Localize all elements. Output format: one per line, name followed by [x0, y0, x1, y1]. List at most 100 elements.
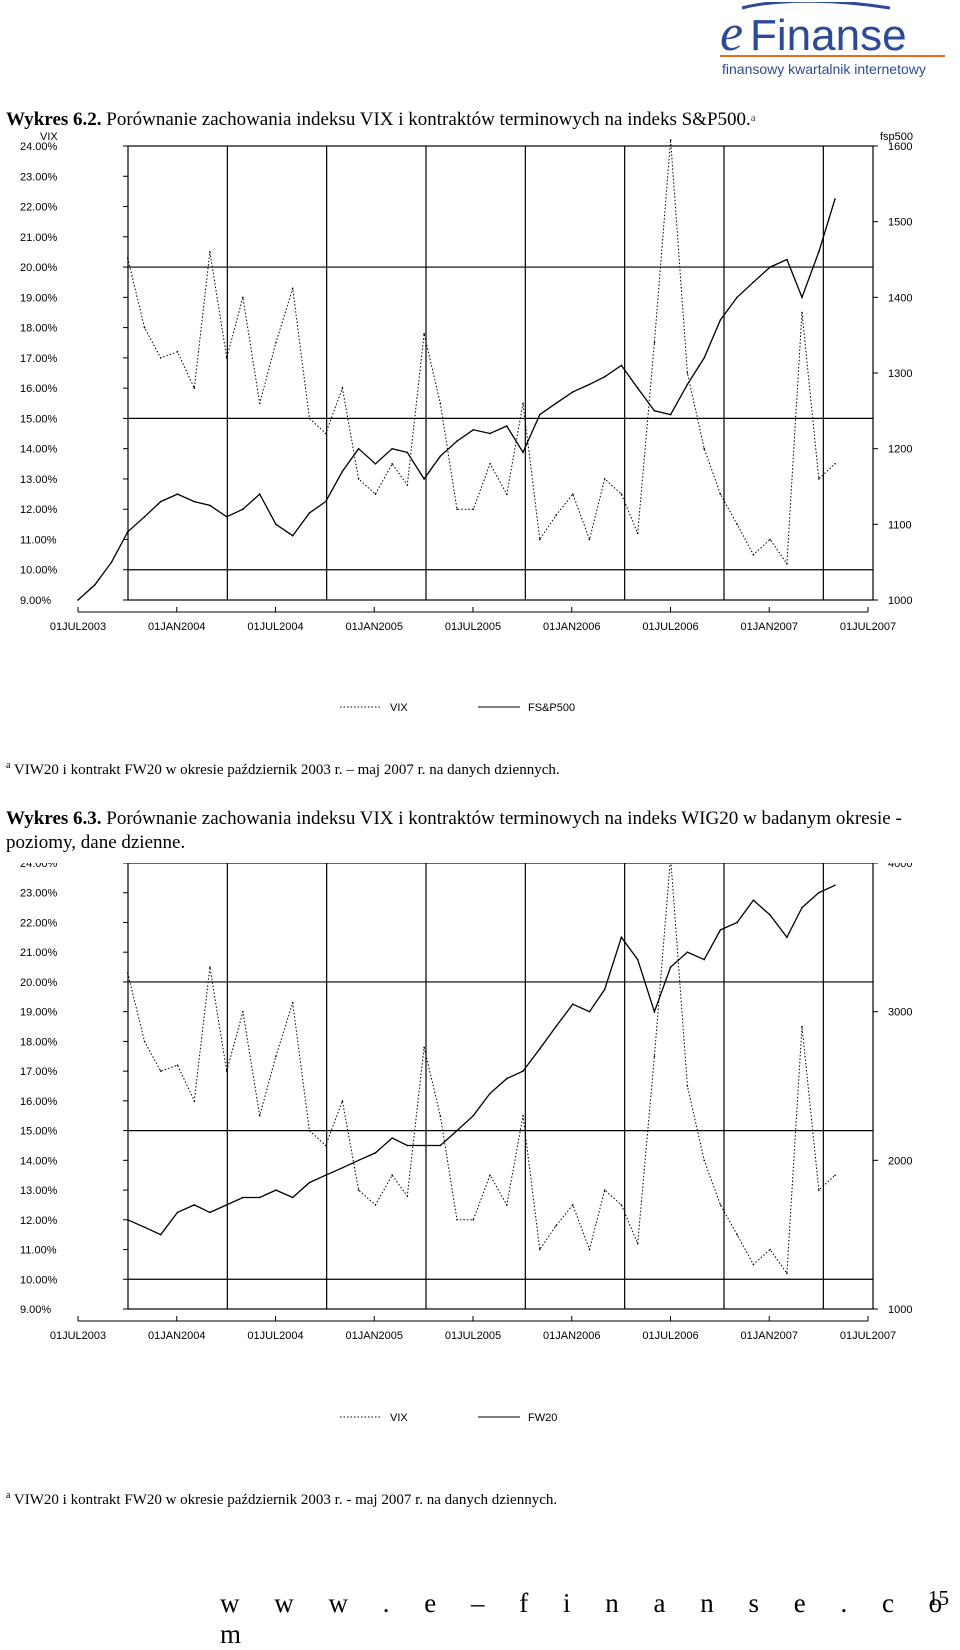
- data-point-vix: [636, 1242, 639, 1245]
- data-point-fsp500: [77, 599, 79, 601]
- data-point-vix: [818, 1189, 820, 1191]
- data-point-fsp500: [406, 451, 409, 454]
- data-point-fw20: [636, 958, 639, 961]
- data-point-vix: [357, 1189, 360, 1191]
- figure1-note-sup: a: [6, 760, 11, 771]
- data-point-fsp500: [555, 402, 557, 405]
- right-tick-label: 1100: [888, 519, 912, 531]
- data-point-vix: [588, 1248, 591, 1251]
- data-point-fsp500: [834, 198, 836, 200]
- right-tick-label: 1300: [888, 368, 912, 380]
- data-point-vix: [769, 1248, 771, 1251]
- data-point-fsp500: [588, 383, 591, 386]
- data-point-vix: [225, 1070, 228, 1072]
- data-point-fw20: [456, 1129, 458, 1132]
- data-point-vix: [489, 463, 491, 465]
- data-point-fsp500: [786, 258, 788, 261]
- left-tick-label: 13.00%: [20, 474, 58, 486]
- chart-vix-sp500: VIX fsp500 24.00% 23.00% 22.00% 21.00% 20.00% 1…: [20, 132, 913, 714]
- right-axis-title: fsp500: [880, 132, 913, 143]
- data-point-vix: [275, 341, 277, 344]
- data-point-fsp500: [636, 387, 639, 389]
- right-tick-label: 3000: [888, 1007, 912, 1019]
- plot-frame: [127, 863, 874, 1310]
- data-point-vix: [456, 1219, 458, 1221]
- data-point-fsp500: [126, 531, 129, 533]
- data-point-vix: [669, 139, 672, 141]
- figure2-caption-text: Porównanie zachowania indeksu VIX i kont…: [6, 808, 902, 853]
- data-point-vix: [736, 1233, 738, 1236]
- data-point-fw20: [291, 1196, 294, 1199]
- data-point-vix: [423, 1046, 425, 1049]
- data-point-fsp500: [374, 463, 377, 465]
- x-tick-label: 01JAN2007: [741, 621, 799, 633]
- data-point-vix: [653, 1055, 656, 1058]
- left-tick-label: 13.00%: [20, 1185, 58, 1197]
- left-tick-label: 10.00%: [20, 565, 58, 577]
- data-point-vix: [703, 447, 705, 450]
- data-point-fw20: [258, 1196, 261, 1199]
- data-point-vix: [719, 493, 722, 495]
- data-point-fsp500: [94, 584, 96, 586]
- data-point-fw20: [818, 891, 820, 894]
- data-point-fw20: [159, 1233, 162, 1236]
- figure1-note: a VIW20 i kontrakt FW20 w okresie paździ…: [6, 757, 560, 779]
- data-point-fw20: [719, 929, 722, 931]
- data-point-vix: [834, 1174, 836, 1176]
- x-tick-label: 01JAN2004: [148, 1330, 206, 1342]
- data-point-vix: [439, 402, 442, 405]
- series-line-fw20: [127, 884, 836, 1236]
- data-point-vix: [719, 1204, 722, 1206]
- data-point-vix: [801, 1025, 803, 1028]
- data-point-fsp500: [242, 508, 244, 511]
- data-point-vix: [159, 357, 162, 359]
- data-point-fsp500: [225, 516, 228, 518]
- data-point-vix: [620, 1204, 623, 1206]
- data-point-vix: [275, 1055, 277, 1058]
- data-point-fsp500: [357, 447, 360, 450]
- data-point-vix: [341, 1100, 344, 1102]
- left-tick-label: 20.00%: [20, 262, 58, 274]
- data-point-vix: [555, 1224, 557, 1227]
- right-tick-label: 1500: [888, 217, 912, 229]
- data-point-fw20: [588, 1010, 591, 1013]
- x-tick-label: 01JUL2003: [50, 1330, 106, 1342]
- left-tick-label: 18.00%: [20, 323, 58, 335]
- data-point-vix: [439, 1114, 442, 1117]
- left-tick-label: 18.00%: [20, 1036, 58, 1048]
- x-tick-label: 01JAN2005: [346, 621, 404, 633]
- data-point-vix: [209, 251, 211, 253]
- left-tick-label: 20.00%: [20, 977, 58, 989]
- data-point-vix: [324, 1144, 327, 1147]
- data-point-vix: [423, 332, 425, 335]
- data-point-vix: [176, 1064, 179, 1066]
- data-point-vix: [636, 532, 639, 535]
- data-point-fw20: [752, 899, 755, 901]
- data-point-fsp500: [472, 429, 475, 431]
- data-point-fw20: [193, 1204, 196, 1206]
- data-point-vix: [225, 357, 228, 359]
- data-point-vix: [357, 478, 360, 480]
- data-point-fsp500: [341, 470, 344, 473]
- left-tick-label: 9.00%: [20, 1304, 51, 1316]
- x-tick-label: 01JAN2007: [741, 1330, 799, 1342]
- left-tick-label: 12.00%: [20, 1215, 58, 1227]
- data-point-fw20: [506, 1077, 508, 1080]
- page-number: 15: [928, 1586, 949, 1610]
- data-point-vix: [818, 478, 820, 480]
- data-point-fw20: [834, 884, 836, 887]
- left-axis-title: VIX: [40, 132, 58, 143]
- data-point-vix: [391, 463, 394, 465]
- left-tick-label: 15.00%: [20, 1126, 58, 1138]
- data-point-vix: [176, 351, 179, 353]
- left-tick-label: 10.00%: [20, 1274, 58, 1286]
- data-point-vix: [472, 508, 475, 511]
- x-tick-label: 01JUL2004: [247, 621, 303, 633]
- left-tick-label: 16.00%: [20, 383, 58, 395]
- left-tick-label: 17.00%: [20, 1066, 58, 1078]
- left-tick-label: 14.00%: [20, 1155, 58, 1167]
- data-point-fsp500: [176, 493, 179, 495]
- data-point-fsp500: [669, 413, 672, 416]
- left-tick-label: 24.00%: [20, 141, 58, 153]
- left-tick-label: 16.00%: [20, 1096, 58, 1108]
